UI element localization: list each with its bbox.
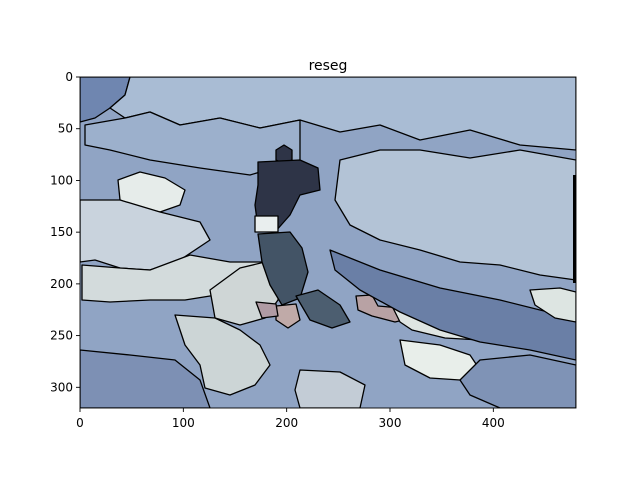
region-tan [275, 303, 301, 329]
x-tick-label: 100 [172, 416, 195, 430]
region-right-block [334, 149, 576, 281]
y-tick-label: 200 [50, 277, 73, 291]
segmentation-image [80, 77, 576, 408]
axes-frame [79, 76, 577, 409]
y-tick-label: 250 [50, 329, 73, 343]
x-tick-label: 0 [76, 416, 84, 430]
x-tick-label: 300 [379, 416, 402, 430]
y-axis: 0 50 100 150 200 250 300 [50, 70, 80, 394]
y-tick-label: 50 [58, 122, 73, 136]
y-tick-label: 100 [50, 173, 73, 187]
region-slate-right [295, 289, 351, 329]
figure-title: reseg [309, 58, 348, 74]
region-lower-pale [174, 314, 271, 396]
right-edge-bar [573, 175, 576, 283]
region-band-2 [84, 111, 301, 176]
region-white-patch [254, 215, 279, 233]
region-far-right-pale [529, 287, 576, 323]
region-bottom-mid [294, 369, 366, 408]
x-tick-label: 200 [275, 416, 298, 430]
region-diagonal-stripe [329, 249, 576, 361]
region-bottom-left [80, 349, 211, 408]
region-bottom-right [459, 354, 576, 408]
x-tick-label: 400 [482, 416, 505, 430]
region-rose [255, 301, 279, 319]
y-tick-label: 150 [50, 225, 73, 239]
x-axis: 0 100 200 300 400 [76, 408, 505, 430]
y-tick-label: 0 [65, 70, 73, 84]
region-dark-body [254, 159, 321, 233]
y-tick-label: 300 [50, 380, 73, 394]
